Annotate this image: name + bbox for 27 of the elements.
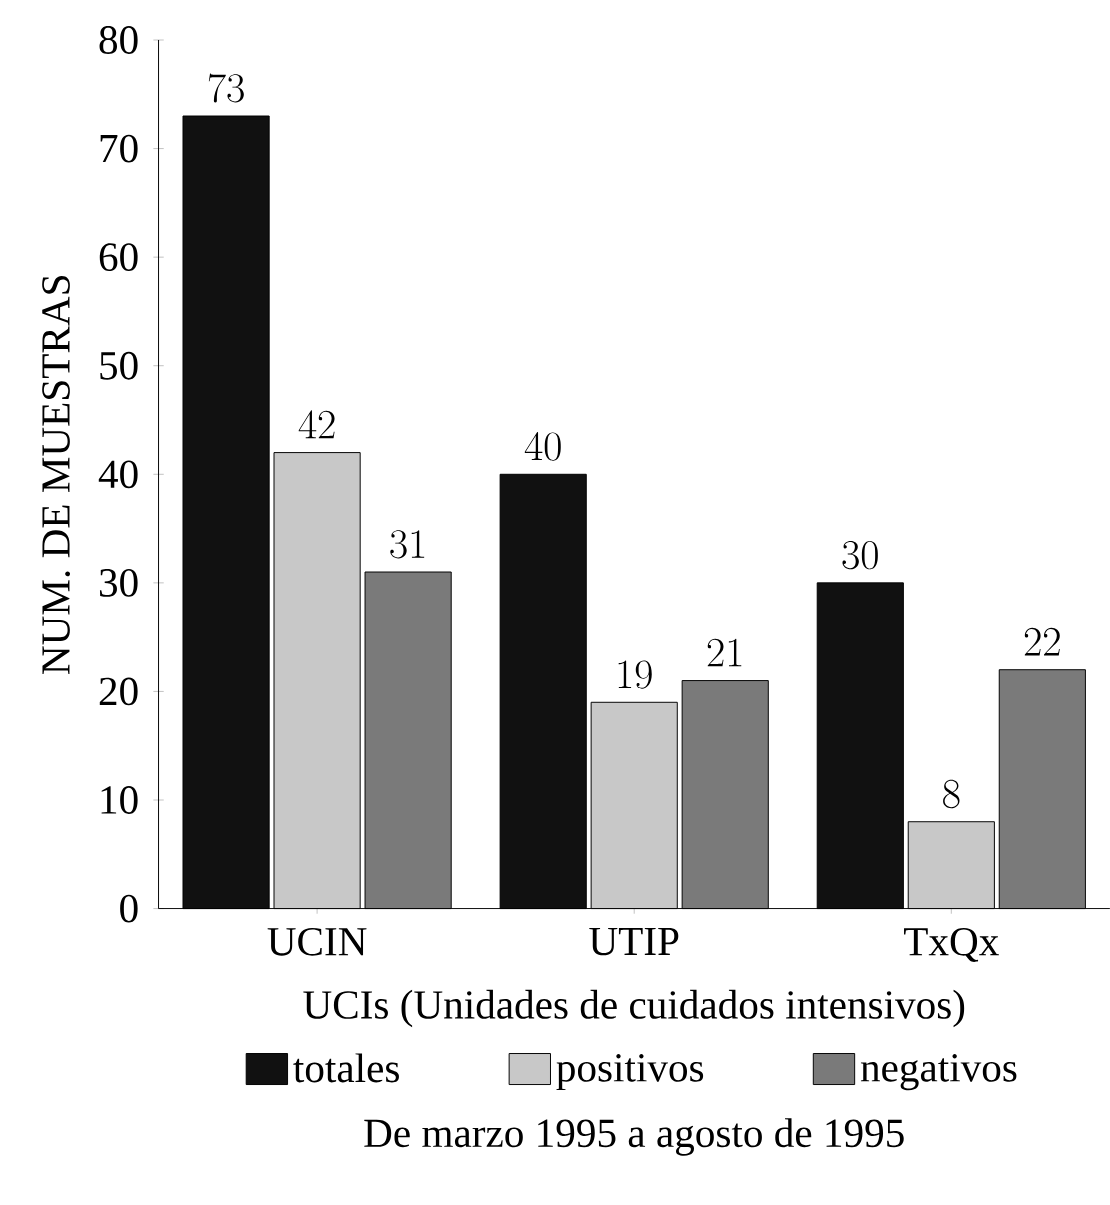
text: De marzo 1995 a agosto de 1995: [364, 1118, 904, 1156]
y-tick-label: 20: [99, 677, 138, 706]
legend-label: negativos: [860, 1054, 1017, 1091]
y-tick-label: 0: [119, 894, 138, 923]
data-label: 40: [524, 432, 561, 461]
data-label: 22: [1024, 627, 1060, 656]
data-label: 19: [618, 660, 652, 689]
y-tick-label: 10: [101, 786, 138, 814]
data-label: 42: [298, 410, 335, 439]
y-tick-label: 30: [99, 568, 138, 597]
data-label: 21: [707, 638, 742, 667]
y-axis-title: NUM. DE MUESTRAS: [42, 276, 70, 674]
data-label: 73: [208, 73, 244, 103]
x-axis-title: UCIs (Unidades de cuidados intensivos): [303, 989, 964, 1028]
x-tick-label: UCIN: [267, 927, 367, 956]
data-label: 30: [842, 540, 878, 570]
y-tick-label: 50: [100, 351, 138, 380]
y-tick-label: 60: [99, 243, 138, 272]
x-tick-label: TxQx: [903, 927, 999, 962]
x-tick-label: UTIP: [589, 927, 679, 956]
y-tick-label: 70: [100, 134, 138, 163]
data-label: 31: [390, 530, 424, 559]
legend-label: totales: [293, 1053, 399, 1083]
y-tick-label: 40: [98, 460, 138, 489]
data-label: 8: [942, 779, 960, 809]
y-tick-label: 80: [99, 26, 138, 54]
legend-label: positivos: [556, 1054, 703, 1091]
